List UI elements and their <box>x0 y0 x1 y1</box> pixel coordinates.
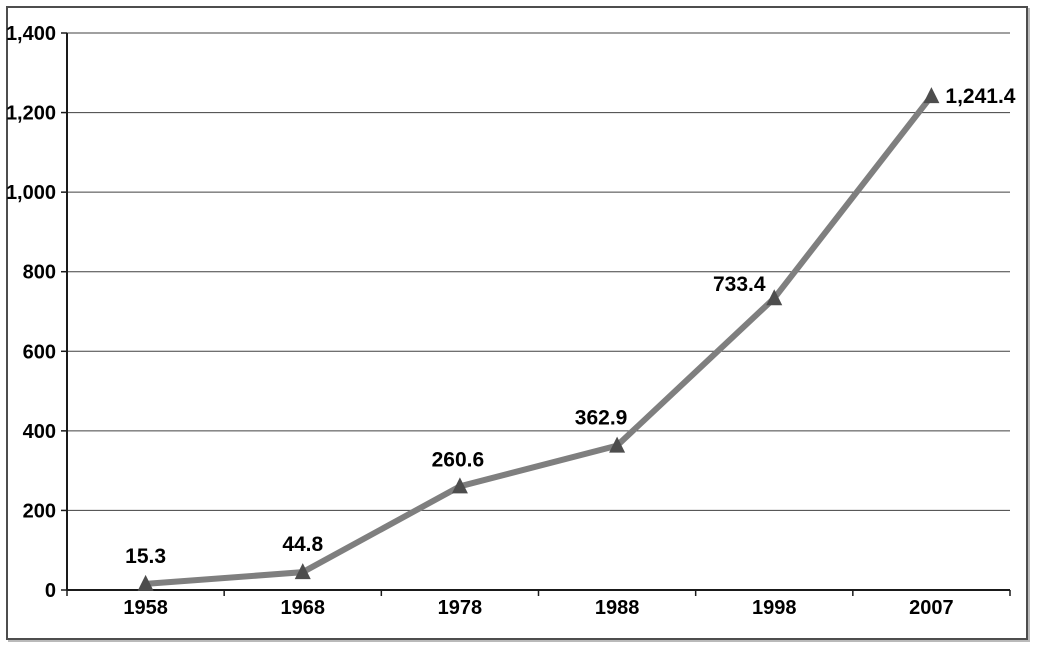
x-tick-label: 1968 <box>281 597 326 619</box>
data-point-label: 260.6 <box>432 448 485 471</box>
y-tick-label: 0 <box>45 580 56 602</box>
chart-outer-border <box>6 6 1028 640</box>
y-tick-label: 400 <box>23 421 56 443</box>
x-tick-label: 1978 <box>438 597 483 619</box>
x-tick-label: 2007 <box>909 597 954 619</box>
data-point-label: 733.4 <box>713 273 766 296</box>
y-tick-label: 1,200 <box>6 103 56 125</box>
data-point-marker <box>451 477 468 494</box>
data-point-label: 15.3 <box>125 545 166 568</box>
y-tick-label: 1,400 <box>6 23 56 45</box>
x-tick-label: 1958 <box>123 597 168 619</box>
data-point-marker <box>609 436 626 453</box>
data-point-marker <box>766 289 783 306</box>
data-line <box>145 94 934 587</box>
data-point-marker <box>923 87 940 104</box>
y-tick-label: 600 <box>23 341 56 363</box>
data-point-label: 362.9 <box>575 407 628 430</box>
x-tick-label: 1998 <box>752 597 797 619</box>
data-point-label: 44.8 <box>282 533 323 556</box>
data-point-marker <box>294 563 311 580</box>
y-tick-label: 200 <box>23 500 56 522</box>
y-tick-label: 800 <box>23 262 56 284</box>
data-point-marker <box>137 574 154 591</box>
x-tick-label: 1988 <box>595 597 640 619</box>
data-point-label: 1,241.4 <box>945 85 1015 108</box>
y-tick-label: 1,000 <box>6 182 56 204</box>
